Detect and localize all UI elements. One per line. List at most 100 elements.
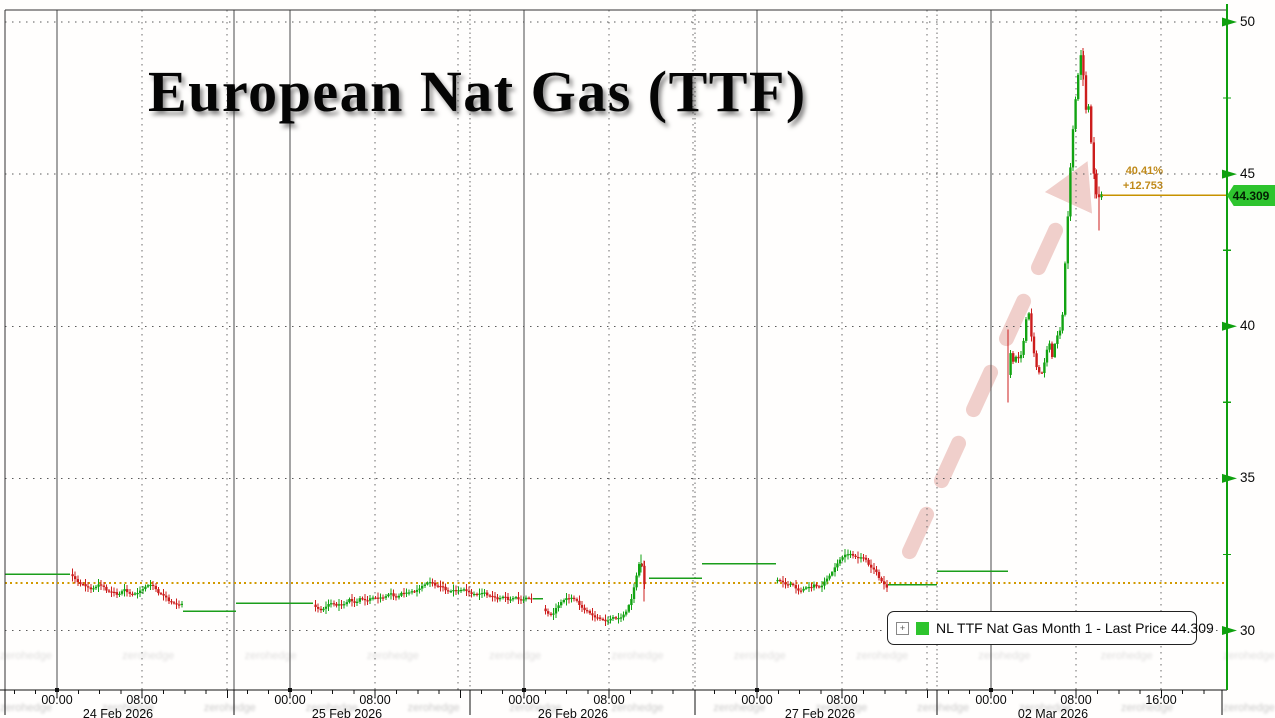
candle-body <box>805 587 808 589</box>
watermark-text: zerohedge <box>489 650 542 662</box>
candle-body <box>180 603 183 605</box>
candle-body <box>622 614 625 618</box>
candle-body <box>838 559 842 564</box>
candle-body <box>625 611 628 615</box>
candle-body <box>97 584 100 587</box>
candle-body <box>797 588 800 591</box>
candle-body <box>810 586 813 589</box>
candle-body <box>557 605 560 609</box>
candle-body <box>794 585 797 589</box>
candle-body <box>452 590 455 592</box>
candle-body <box>831 572 834 576</box>
chart-title: European Nat Gas (TTF) <box>148 59 807 124</box>
candle-body <box>436 585 439 587</box>
candle-body <box>374 597 377 599</box>
candle-body <box>567 598 571 600</box>
watermark-text: zerohedge <box>1120 702 1173 714</box>
candle-body <box>415 589 419 592</box>
midnight-tick-marker <box>55 688 59 692</box>
candle-body <box>100 584 103 586</box>
candle-body <box>483 592 486 594</box>
candle-body <box>327 604 330 607</box>
candle-body <box>825 578 829 582</box>
watermark-text: zerohedge <box>244 650 297 662</box>
candle-body <box>499 598 502 600</box>
legend-expand-icon[interactable]: + <box>896 621 909 635</box>
candle-body <box>144 586 147 590</box>
candle-body <box>139 590 142 593</box>
candle-body <box>1092 142 1095 174</box>
candle-body <box>885 584 888 588</box>
candle-body <box>1061 314 1064 331</box>
candle-body <box>627 605 630 612</box>
candle-body <box>387 594 390 597</box>
candle-body <box>872 567 875 570</box>
candle-body <box>110 591 113 593</box>
candle-body <box>1079 55 1082 75</box>
candle-body <box>1017 356 1020 359</box>
candle-body <box>630 598 633 606</box>
candle-body <box>92 588 95 590</box>
candle-body <box>113 591 116 594</box>
candle-body <box>397 595 400 598</box>
candle-body <box>356 601 359 603</box>
candle-body <box>332 603 335 605</box>
candle-body <box>1045 349 1049 363</box>
candle-body <box>120 591 124 594</box>
midnight-tick-marker <box>522 688 526 692</box>
candle-body <box>807 586 810 589</box>
candle-body <box>506 596 510 601</box>
candle-body <box>410 591 413 593</box>
candle-body <box>366 600 369 602</box>
candle-body <box>792 583 795 586</box>
candle-body <box>369 598 372 601</box>
y-axis-arrow-icon <box>1222 473 1237 483</box>
candle-body <box>74 576 77 580</box>
candle-body <box>478 593 481 595</box>
candle-body <box>486 592 489 596</box>
candle-body <box>640 564 643 566</box>
watermark-text: zerohedge <box>203 702 256 714</box>
candle-body <box>413 591 416 593</box>
candle-body <box>493 596 497 598</box>
candle-body <box>570 597 573 599</box>
candle-body <box>599 617 602 619</box>
candle-body <box>552 613 555 615</box>
watermark-text: zerohedge <box>1222 702 1275 714</box>
candle-body <box>475 593 478 596</box>
candle-body <box>340 604 343 606</box>
candle-body <box>609 618 612 621</box>
candle-body <box>473 593 476 596</box>
candle-body <box>76 579 79 583</box>
candle-body <box>573 597 576 600</box>
candle-body <box>1087 106 1090 110</box>
legend-box[interactable]: + NL TTF Nat Gas Month 1 - Last Price 44… <box>887 611 1214 645</box>
candle-body <box>136 592 139 595</box>
candle-body <box>149 584 152 587</box>
candle-body <box>786 584 790 586</box>
candle-body <box>1095 173 1098 195</box>
series-swatch-icon <box>916 621 929 635</box>
candle-body <box>496 597 499 600</box>
candle-body <box>389 593 393 595</box>
y-axis-arrow-icon <box>1222 169 1237 179</box>
watermark-text: zerohedge <box>366 650 419 662</box>
candle-body <box>376 597 380 599</box>
candle-body <box>358 598 361 602</box>
candle-body <box>880 577 883 582</box>
candle-body <box>501 596 504 599</box>
candle-body <box>530 598 533 600</box>
candle-body <box>1027 313 1030 320</box>
candle-body <box>875 569 878 573</box>
candle-body <box>480 592 484 595</box>
candle-body <box>178 604 181 606</box>
candle-body <box>1019 354 1023 359</box>
candle-body <box>71 574 74 577</box>
candle-body <box>527 597 530 599</box>
candle-body <box>384 596 387 598</box>
candle-body <box>81 583 85 586</box>
candle-body <box>152 584 155 587</box>
candle-body <box>123 589 126 592</box>
